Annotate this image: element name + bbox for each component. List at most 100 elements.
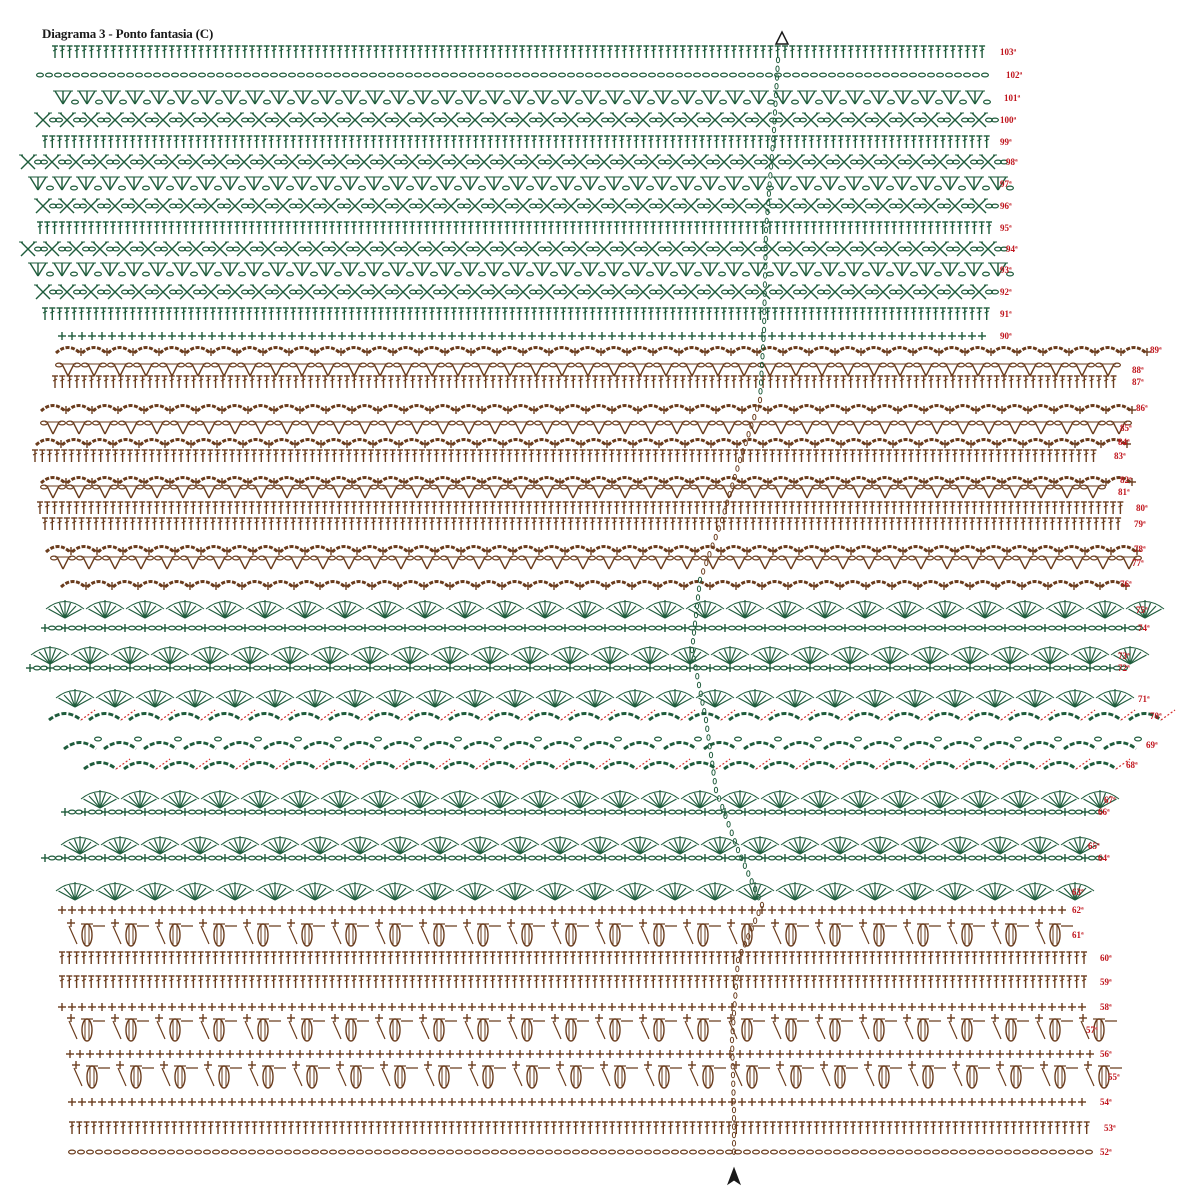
stitch-row-99 — [42, 135, 990, 148]
row-label: 71ª — [1138, 694, 1150, 704]
row-label: 96ª — [1000, 201, 1012, 211]
row-label: 79ª — [1134, 519, 1146, 529]
stitch-row-75 — [45, 600, 1165, 619]
stitch-row-94 — [19, 241, 1008, 257]
row-label: 54ª — [1100, 1097, 1112, 1107]
stitch-row-67 — [80, 790, 1120, 809]
row-label: 81ª — [1118, 487, 1130, 497]
stitch-row-97 — [28, 176, 1014, 191]
row-label: 85ª — [1120, 423, 1132, 433]
row-label: 89ª — [1150, 345, 1162, 355]
stitch-row-69 — [63, 736, 1142, 751]
stitch-row-64 — [41, 854, 1103, 862]
end-marker-icon — [774, 30, 790, 45]
stitch-row-73 — [30, 646, 1150, 665]
row-label: 67ª — [1104, 795, 1116, 805]
row-label: 87ª — [1132, 377, 1144, 387]
row-label: 99ª — [1000, 137, 1012, 147]
row-label: 82ª — [1120, 475, 1132, 485]
row-label: 95ª — [1000, 223, 1012, 233]
stitch-row-61 — [67, 919, 1073, 947]
stitch-row-68 — [83, 758, 1131, 771]
stitch-row-93 — [28, 262, 1014, 277]
stitch-row-91 — [42, 307, 990, 320]
row-label: 94ª — [1006, 244, 1018, 254]
stitch-row-78 — [44, 545, 1141, 555]
stitch-row-86 — [39, 404, 1136, 414]
row-label: 52ª — [1100, 1147, 1112, 1157]
row-label: 84ª — [1118, 437, 1130, 447]
diagram-title: Diagrama 3 - Ponto fantasia (C) — [42, 26, 213, 42]
row-label: 73ª — [1118, 651, 1130, 661]
stitch-row-88 — [54, 362, 1121, 377]
stitch-row-66 — [61, 808, 1103, 816]
stitch-row-52 — [67, 1149, 1093, 1155]
row-label: 70ª — [1150, 711, 1162, 721]
row-label: 75ª — [1136, 605, 1148, 615]
stitch-row-87 — [52, 375, 1117, 388]
row-label: 56ª — [1100, 1049, 1112, 1059]
row-label: 68ª — [1126, 760, 1138, 770]
row-label: 100ª — [1000, 115, 1017, 125]
stitch-row-101 — [53, 90, 991, 105]
row-label: 88ª — [1132, 365, 1144, 375]
stitch-row-103 — [52, 45, 986, 58]
row-label: 101ª — [1004, 93, 1021, 103]
row-label: 65ª — [1088, 841, 1100, 851]
row-label: 98ª — [1006, 157, 1018, 167]
row-label: 80ª — [1136, 503, 1148, 513]
stitch-row-79 — [42, 517, 1122, 530]
seam-chain-line — [689, 56, 781, 1155]
stitch-row-55 — [72, 1061, 1122, 1089]
stitch-row-102 — [35, 72, 989, 78]
stitch-row-84 — [34, 438, 1131, 448]
row-label: 60ª — [1100, 953, 1112, 963]
row-label: 77ª — [1132, 558, 1144, 568]
stitch-row-76 — [59, 580, 1130, 590]
stitch-row-98 — [19, 154, 1008, 170]
stitch-row-90 — [58, 332, 986, 340]
row-label: 58ª — [1100, 1002, 1112, 1012]
stitch-row-81 — [39, 484, 1106, 499]
row-label: 66ª — [1098, 807, 1110, 817]
stitch-row-57 — [67, 1014, 1117, 1042]
stitch-row-70 — [48, 709, 1176, 722]
stitch-row-56 — [66, 1050, 1094, 1058]
stitch-row-96 — [34, 198, 999, 214]
stitch-row-100 — [34, 112, 999, 128]
row-label: 72ª — [1118, 663, 1130, 673]
row-label: 63ª — [1072, 887, 1084, 897]
row-label: 86ª — [1136, 403, 1148, 413]
stitch-row-60 — [59, 951, 1087, 964]
stitch-row-85 — [39, 420, 1132, 435]
row-label: 78ª — [1134, 544, 1146, 554]
stitch-row-95 — [37, 221, 992, 234]
row-label: 103ª — [1000, 47, 1017, 57]
row-label: 59ª — [1100, 977, 1112, 987]
row-label: 62ª — [1072, 905, 1084, 915]
stitch-row-74 — [41, 624, 1143, 632]
stitch-row-65 — [60, 836, 1100, 855]
stitch-row-83 — [32, 449, 1097, 462]
row-label: 64ª — [1098, 853, 1110, 863]
row-label: 93ª — [1000, 265, 1012, 275]
stitch-row-72 — [26, 664, 1128, 672]
row-label: 97ª — [1000, 179, 1012, 189]
row-label: 74ª — [1138, 623, 1150, 633]
stitch-row-53 — [69, 1121, 1090, 1134]
stitch-row-71 — [55, 689, 1135, 708]
row-label: 57ª — [1086, 1025, 1098, 1035]
stitch-row-59 — [59, 975, 1087, 988]
row-label: 55ª — [1108, 1072, 1120, 1082]
row-label: 76ª — [1120, 579, 1132, 589]
stitch-row-63 — [55, 882, 1095, 901]
stitch-row-92 — [34, 284, 999, 300]
stitch-row-82 — [39, 476, 1136, 486]
stitch-row-58 — [58, 1003, 1086, 1011]
row-label: 61ª — [1072, 930, 1084, 940]
row-label: 83ª — [1114, 451, 1126, 461]
stitch-row-62 — [58, 906, 1066, 914]
row-label: 92ª — [1000, 287, 1012, 297]
